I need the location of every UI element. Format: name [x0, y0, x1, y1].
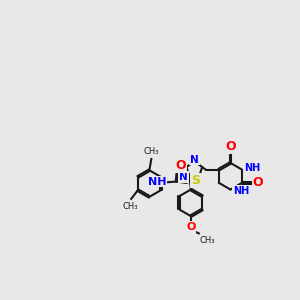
Text: O: O — [186, 222, 196, 232]
Text: NH: NH — [233, 186, 249, 196]
Text: NH: NH — [148, 176, 166, 187]
Text: O: O — [253, 176, 263, 189]
Text: CH₃: CH₃ — [122, 202, 138, 211]
Text: NH: NH — [244, 163, 261, 173]
Text: S: S — [191, 174, 200, 187]
Text: O: O — [176, 159, 186, 172]
Text: CH₃: CH₃ — [143, 147, 159, 156]
Text: N: N — [190, 154, 199, 165]
Text: O: O — [225, 140, 236, 153]
Text: CH₃: CH₃ — [200, 236, 215, 245]
Text: N: N — [176, 162, 185, 172]
Text: N: N — [179, 172, 188, 182]
